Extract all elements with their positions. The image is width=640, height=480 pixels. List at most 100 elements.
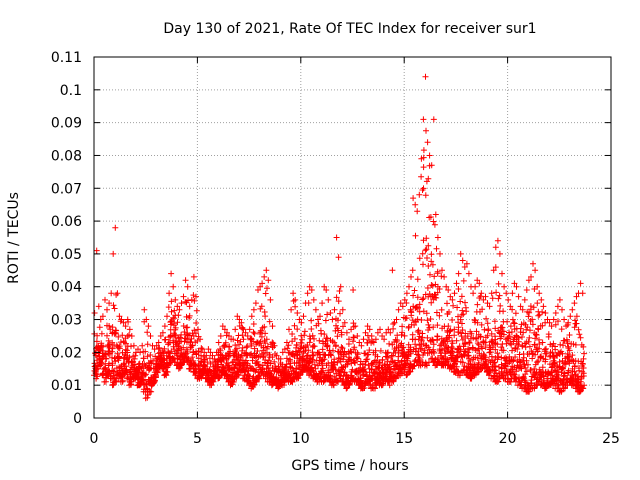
data-point <box>112 377 119 384</box>
data-point <box>572 341 579 348</box>
data-point <box>431 221 438 228</box>
data-point <box>453 354 460 361</box>
data-point <box>257 283 264 290</box>
data-point <box>418 173 425 180</box>
data-point <box>549 372 556 379</box>
data-point <box>236 356 242 363</box>
data-point <box>221 326 228 333</box>
data-point <box>419 250 426 257</box>
data-point <box>510 319 517 326</box>
data-point <box>255 287 261 293</box>
data-point <box>263 336 270 343</box>
data-point <box>503 290 510 297</box>
data-point <box>510 357 517 364</box>
data-point <box>477 333 484 340</box>
data-point <box>449 296 456 303</box>
data-point <box>175 312 182 319</box>
data-point <box>283 361 290 368</box>
data-point <box>200 361 207 368</box>
data-point <box>407 306 414 313</box>
data-point <box>517 325 524 332</box>
data-point <box>184 356 191 363</box>
data-point <box>425 321 432 328</box>
data-point <box>310 296 317 303</box>
data-point <box>457 346 464 353</box>
data-point <box>410 195 417 202</box>
data-point <box>185 297 191 304</box>
data-point <box>110 250 117 257</box>
data-point <box>116 345 123 352</box>
data-point <box>294 310 301 316</box>
data-point <box>261 323 268 330</box>
data-point <box>457 316 464 323</box>
data-point <box>519 306 526 313</box>
data-point <box>399 323 406 330</box>
data-point <box>271 342 278 349</box>
data-point <box>509 316 516 323</box>
data-point <box>412 201 419 208</box>
data-point <box>446 309 452 315</box>
data-point <box>509 290 516 297</box>
data-point <box>393 316 400 323</box>
data-point <box>567 313 574 320</box>
data-point <box>523 357 530 364</box>
y-tick-label: 0.06 <box>51 214 82 230</box>
data-point <box>163 368 170 375</box>
data-point <box>106 323 113 329</box>
y-tick-label: 0.02 <box>51 345 82 361</box>
data-point <box>577 334 584 341</box>
data-point <box>559 306 565 313</box>
data-point <box>409 267 416 274</box>
data-point <box>240 336 247 343</box>
data-point <box>416 255 423 262</box>
data-point <box>494 341 501 348</box>
data-point <box>306 283 313 290</box>
data-point <box>341 319 348 326</box>
data-point <box>300 313 307 320</box>
data-point <box>364 323 371 330</box>
data-point <box>399 303 406 310</box>
data-point <box>512 354 519 360</box>
data-point <box>420 154 427 161</box>
data-point <box>482 344 489 351</box>
data-point <box>504 318 511 325</box>
data-point <box>222 342 228 348</box>
data-point <box>395 306 402 313</box>
data-point <box>109 345 116 352</box>
data-point <box>476 280 483 287</box>
data-point <box>420 164 427 171</box>
data-point <box>422 73 429 80</box>
data-point <box>354 370 361 377</box>
data-point <box>460 311 467 318</box>
data-point <box>443 283 450 290</box>
data-point <box>498 344 505 351</box>
data-point <box>148 388 155 395</box>
data-point <box>333 234 340 241</box>
data-point <box>474 277 481 284</box>
data-point <box>198 345 205 352</box>
data-point <box>466 346 473 353</box>
data-point <box>271 358 278 365</box>
data-point <box>430 116 437 123</box>
data-point <box>436 286 443 292</box>
data-point <box>519 343 526 350</box>
data-point <box>434 333 441 340</box>
data-point <box>484 300 491 307</box>
data-point <box>484 332 491 339</box>
data-point <box>152 377 158 384</box>
data-point <box>167 333 174 340</box>
data-point <box>308 364 315 371</box>
data-point <box>141 306 148 313</box>
x-tick-label: 5 <box>193 431 202 447</box>
data-point <box>556 358 563 365</box>
data-point <box>426 152 433 159</box>
data-point <box>324 311 331 318</box>
data-point <box>167 321 174 328</box>
data-point <box>172 296 179 303</box>
data-point <box>230 336 237 343</box>
data-point <box>269 354 276 361</box>
data-point <box>425 263 432 269</box>
data-point <box>428 162 435 169</box>
data-point <box>492 363 499 369</box>
data-point <box>412 232 419 239</box>
